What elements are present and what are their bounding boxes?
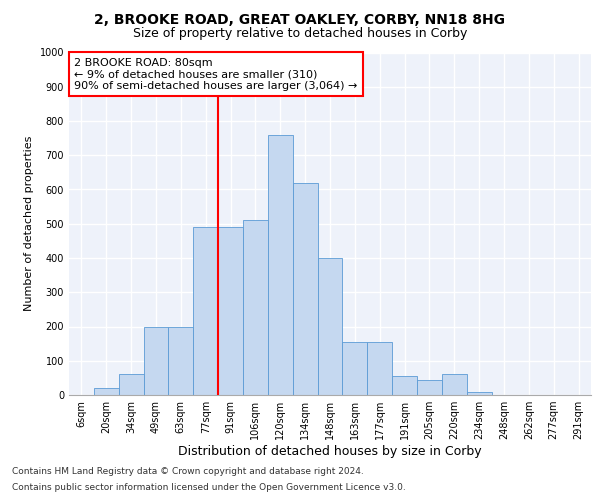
- Bar: [94, 388, 119, 395]
- Bar: [268, 134, 293, 395]
- Bar: [467, 392, 491, 395]
- Bar: [169, 326, 193, 395]
- Bar: [417, 380, 442, 395]
- X-axis label: Distribution of detached houses by size in Corby: Distribution of detached houses by size …: [178, 445, 482, 458]
- Bar: [442, 374, 467, 395]
- Bar: [392, 376, 417, 395]
- Text: Contains public sector information licensed under the Open Government Licence v3: Contains public sector information licen…: [12, 484, 406, 492]
- Bar: [367, 342, 392, 395]
- Bar: [243, 220, 268, 395]
- Text: 2 BROOKE ROAD: 80sqm
← 9% of detached houses are smaller (310)
90% of semi-detac: 2 BROOKE ROAD: 80sqm ← 9% of detached ho…: [74, 58, 358, 91]
- Bar: [193, 227, 218, 395]
- Text: Contains HM Land Registry data © Crown copyright and database right 2024.: Contains HM Land Registry data © Crown c…: [12, 467, 364, 476]
- Bar: [119, 374, 143, 395]
- Y-axis label: Number of detached properties: Number of detached properties: [24, 136, 34, 312]
- Bar: [293, 182, 317, 395]
- Text: 2, BROOKE ROAD, GREAT OAKLEY, CORBY, NN18 8HG: 2, BROOKE ROAD, GREAT OAKLEY, CORBY, NN1…: [95, 12, 505, 26]
- Bar: [317, 258, 343, 395]
- Bar: [343, 342, 367, 395]
- Bar: [143, 326, 169, 395]
- Text: Size of property relative to detached houses in Corby: Size of property relative to detached ho…: [133, 28, 467, 40]
- Bar: [218, 227, 243, 395]
